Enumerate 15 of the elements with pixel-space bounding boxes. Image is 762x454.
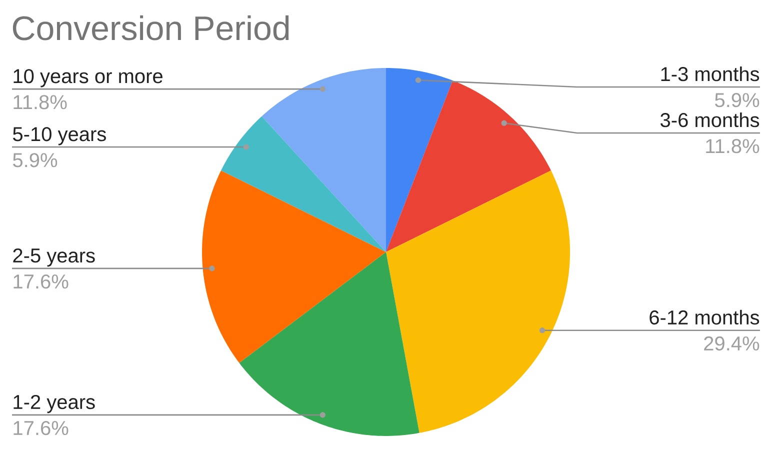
data-label: 17.6% [14, 274, 68, 289]
data-label: 5.9% [13, 153, 58, 168]
slice-label: 6-12 months [650, 310, 760, 325]
slice-label: 5-10 years [13, 127, 106, 146]
data-label: 17.6% [14, 420, 68, 436]
data-label: 29.4% [704, 336, 760, 351]
data-label: 5.9% [715, 93, 760, 108]
slice-label: 3-6 months [660, 112, 760, 128]
data-label: 11.8% [14, 95, 67, 110]
slice-label: 1-2 years [14, 394, 95, 414]
slice-label: 1-3 months [661, 66, 760, 82]
chart-title: Conversion Period [12, 15, 289, 40]
slice-label: 10 years or more [14, 69, 162, 88]
slice-label: 2-5 years [13, 248, 95, 267]
data-label: 11.8% [706, 139, 760, 154]
